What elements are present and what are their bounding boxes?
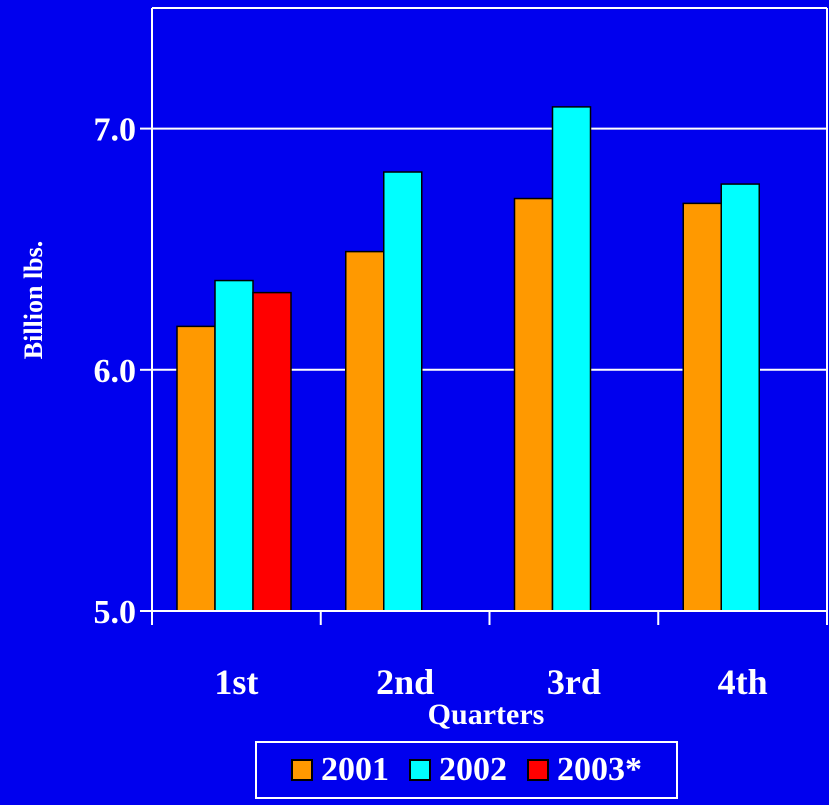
legend-swatch-2001 (291, 759, 313, 781)
bar-2001-2nd (345, 250, 385, 612)
bar-2001-1st (176, 325, 216, 612)
legend-label-2003: 2003* (557, 751, 642, 788)
legend-swatch-2003 (527, 759, 549, 781)
axes (140, 7, 828, 625)
bar-2001-3rd (513, 197, 554, 612)
x-tick-label: 2nd (376, 662, 434, 702)
y-tick-label: 6.0 (94, 353, 137, 390)
legend-label-2001: 2001 (321, 751, 389, 788)
y-axis-label: Billion lbs. (19, 241, 48, 360)
bar-2002-2nd (383, 171, 423, 612)
bar-2001-4th (682, 202, 722, 612)
bars (176, 106, 760, 612)
legend-item-2002: 2002 (409, 751, 507, 789)
bar-chart: 5.0 6.0 7.0 1st 2nd 3rd 4th Billion lbs. Quart… (19, 7, 828, 731)
tick-labels: 5.0 6.0 7.0 1st 2nd 3rd 4th (94, 112, 768, 702)
y-tick-label: 7.0 (94, 112, 137, 149)
bar-2002-4th (720, 183, 760, 612)
bar-2002-1st (214, 279, 254, 612)
bar-2003-1st (252, 291, 292, 612)
legend: 2001 2002 2003* (255, 741, 678, 799)
x-tick-label: 1st (214, 662, 258, 702)
x-axis-label: Quarters (428, 698, 545, 731)
legend-item-2001: 2001 (291, 751, 389, 789)
x-tick-label: 3rd (547, 662, 601, 702)
legend-item-2003: 2003* (527, 751, 642, 789)
x-tick-label: 4th (718, 662, 768, 702)
y-tick-label: 5.0 (94, 594, 137, 631)
legend-label-2002: 2002 (439, 751, 507, 788)
legend-swatch-2002 (409, 759, 431, 781)
bar-2002-3rd (551, 106, 592, 612)
